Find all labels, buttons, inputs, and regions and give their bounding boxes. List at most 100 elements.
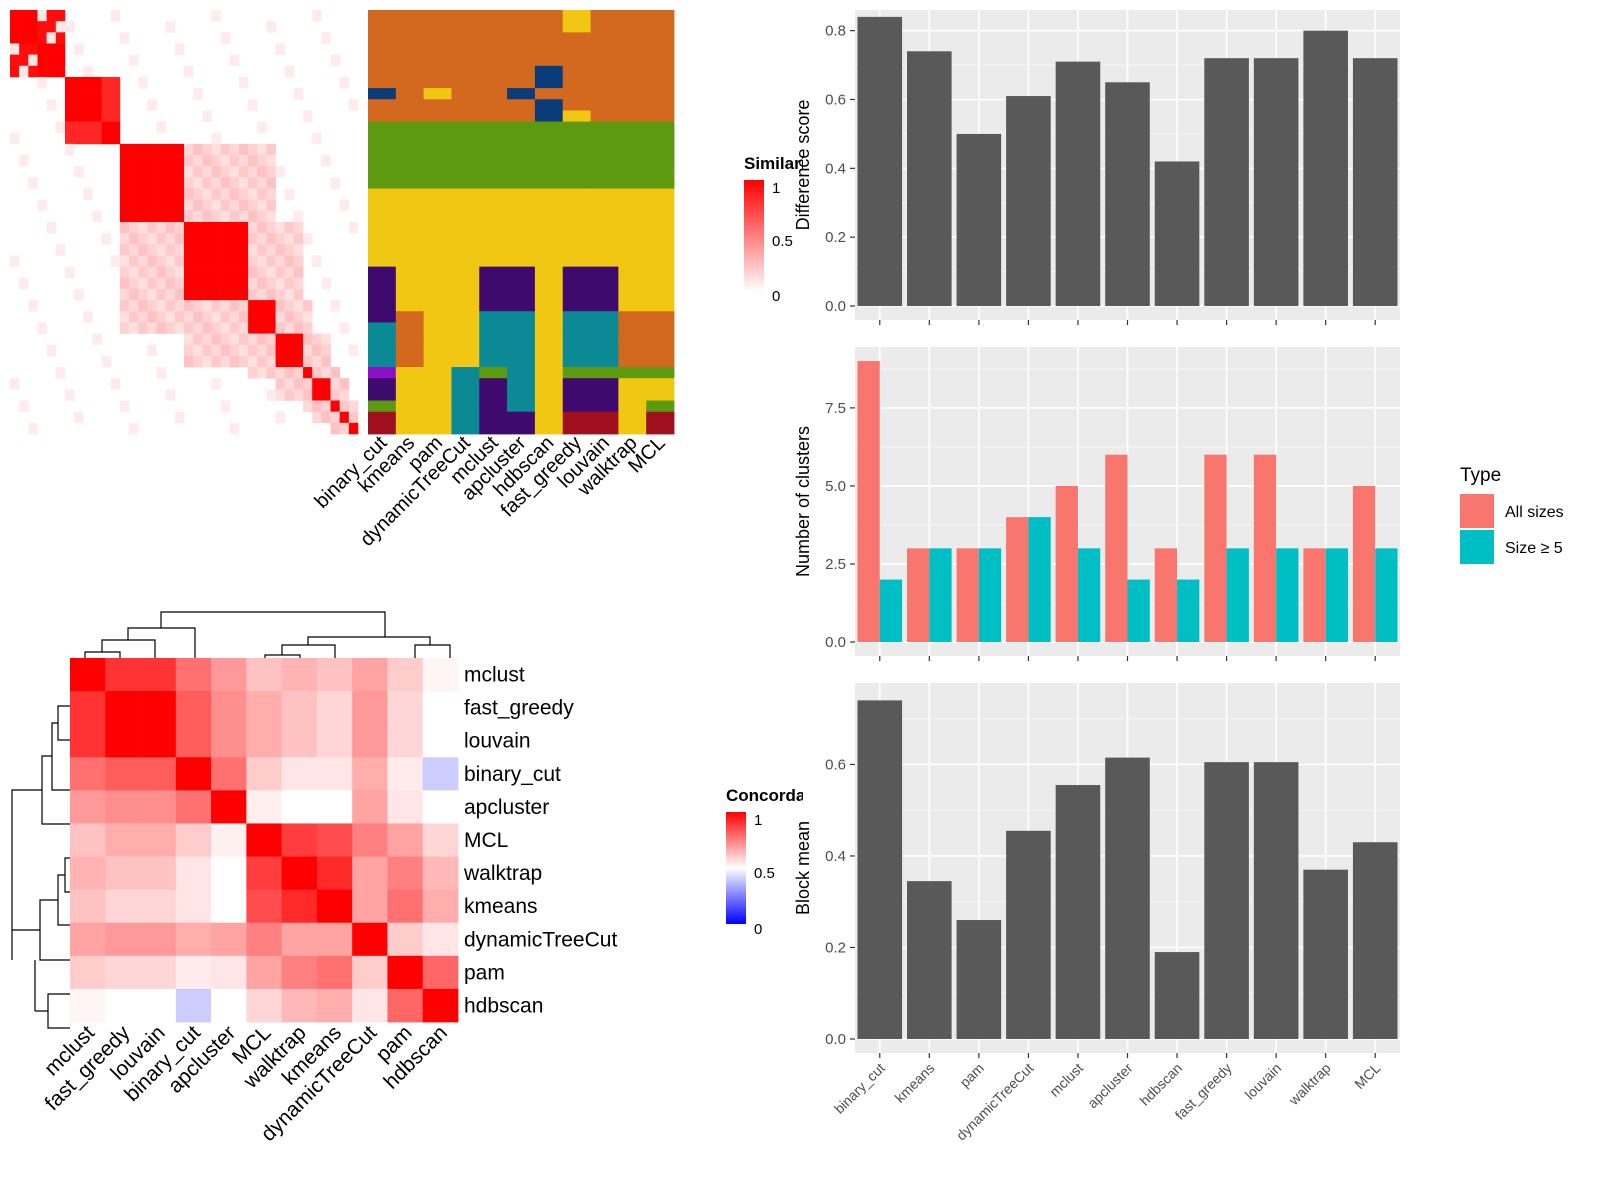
similarity-cell bbox=[211, 188, 221, 200]
assignment-cell bbox=[451, 222, 480, 234]
assignment-cell bbox=[395, 210, 425, 223]
similarity-cell bbox=[257, 166, 267, 178]
similarity-cell bbox=[119, 222, 130, 234]
concordance-cell bbox=[387, 955, 424, 990]
similarity-cell bbox=[248, 233, 258, 245]
assignment-cell bbox=[451, 355, 480, 368]
assignment-cell bbox=[534, 255, 564, 268]
assignment-cell bbox=[646, 132, 675, 145]
bar bbox=[907, 51, 952, 306]
concordance-cell bbox=[175, 922, 212, 957]
similarity-cell bbox=[220, 32, 231, 44]
assignment-cell bbox=[590, 300, 619, 312]
similarity-cell bbox=[293, 288, 304, 301]
concordance-cell bbox=[246, 823, 283, 857]
assignment-cell bbox=[368, 121, 397, 134]
assignment-cell bbox=[590, 88, 619, 100]
assignment-cell bbox=[479, 222, 508, 234]
similarity-cell bbox=[92, 132, 102, 145]
similarity-cell bbox=[193, 155, 203, 167]
similarity-cell bbox=[293, 277, 304, 290]
assignment-cell bbox=[395, 322, 425, 334]
similarity-cell bbox=[303, 233, 313, 245]
similarity-cell bbox=[64, 21, 75, 33]
similarity-cell bbox=[138, 155, 148, 167]
assignment-cell bbox=[479, 233, 508, 245]
concordance-row-label: MCL bbox=[464, 829, 508, 852]
similarity-cell bbox=[119, 155, 130, 167]
assignment-cell bbox=[534, 132, 564, 145]
similarity-cell bbox=[10, 255, 20, 267]
bar bbox=[1006, 96, 1051, 306]
similarity-cell bbox=[165, 155, 176, 167]
assignment-cell bbox=[534, 322, 564, 334]
assignment-cell bbox=[562, 210, 591, 223]
similarity-cell bbox=[303, 311, 313, 323]
assignment-cell bbox=[507, 367, 536, 379]
similarity-cell bbox=[92, 210, 102, 223]
similarity-cell bbox=[257, 266, 267, 279]
similarity-cell bbox=[284, 311, 295, 323]
y-tick-label: 0.0 bbox=[825, 634, 846, 651]
assignment-cell bbox=[507, 199, 536, 212]
assignment-cell bbox=[395, 43, 425, 56]
similarity-cell bbox=[248, 188, 258, 200]
similarity-cell bbox=[275, 333, 286, 346]
concordance-cell bbox=[70, 691, 106, 725]
similarity-cell bbox=[275, 222, 286, 234]
similarity-cell bbox=[238, 288, 249, 301]
y-tick-label: 0.0 bbox=[825, 1031, 846, 1048]
concordance-cell bbox=[281, 757, 318, 791]
similarity-cell bbox=[165, 233, 176, 245]
similarity-cell bbox=[257, 355, 267, 368]
similarity-cell bbox=[193, 88, 203, 100]
similarity-cell bbox=[119, 210, 130, 223]
similarity-cell bbox=[156, 300, 166, 312]
assignment-cell bbox=[423, 389, 452, 401]
assignment-cell bbox=[451, 333, 480, 346]
concordance-legend-tick-1: 1 bbox=[754, 812, 762, 829]
assignment-cell bbox=[423, 88, 452, 100]
assignment-cell bbox=[646, 233, 675, 245]
similarity-cell bbox=[184, 233, 194, 245]
similarity-cell bbox=[184, 188, 194, 200]
similarity-cell bbox=[257, 155, 267, 167]
similarity-cell bbox=[110, 99, 121, 111]
concordance-cell bbox=[246, 658, 283, 692]
similarity-cell bbox=[220, 322, 231, 334]
assignment-cell bbox=[479, 166, 508, 178]
similarity-cell bbox=[184, 222, 194, 234]
assignment-cell bbox=[479, 277, 508, 290]
similarity-cell bbox=[248, 322, 258, 334]
similarity-cell bbox=[312, 389, 322, 401]
similarity-cell bbox=[348, 99, 359, 111]
similarity-cell bbox=[248, 266, 258, 279]
assignment-cell bbox=[534, 244, 564, 256]
similarity-cell bbox=[165, 255, 176, 267]
assignment-cell bbox=[507, 155, 536, 167]
similarity-cell bbox=[211, 322, 221, 334]
similarity-cell bbox=[193, 222, 203, 234]
similarity-cell bbox=[184, 344, 194, 357]
similarity-cell bbox=[266, 311, 276, 323]
assignment-cell bbox=[590, 99, 619, 111]
bar-size-5 bbox=[978, 548, 1002, 642]
similarity-cell bbox=[119, 300, 130, 312]
assignment-cell bbox=[534, 99, 564, 111]
concordance-cell bbox=[246, 790, 283, 824]
assignment-cell bbox=[562, 344, 591, 357]
similarity-cell bbox=[193, 210, 203, 223]
assignment-cell bbox=[479, 99, 508, 111]
bar bbox=[1303, 869, 1348, 1039]
bar bbox=[1105, 757, 1150, 1039]
assignment-cell bbox=[479, 177, 508, 189]
concordance-cell bbox=[281, 724, 318, 758]
similarity-cell bbox=[184, 210, 194, 223]
similarity-cell bbox=[220, 288, 231, 301]
bar-size-5 bbox=[1325, 548, 1348, 642]
assignment-cell bbox=[507, 177, 536, 189]
assignment-cell bbox=[368, 110, 397, 122]
similarity-cell bbox=[129, 233, 139, 245]
similarity-cell bbox=[229, 255, 240, 267]
